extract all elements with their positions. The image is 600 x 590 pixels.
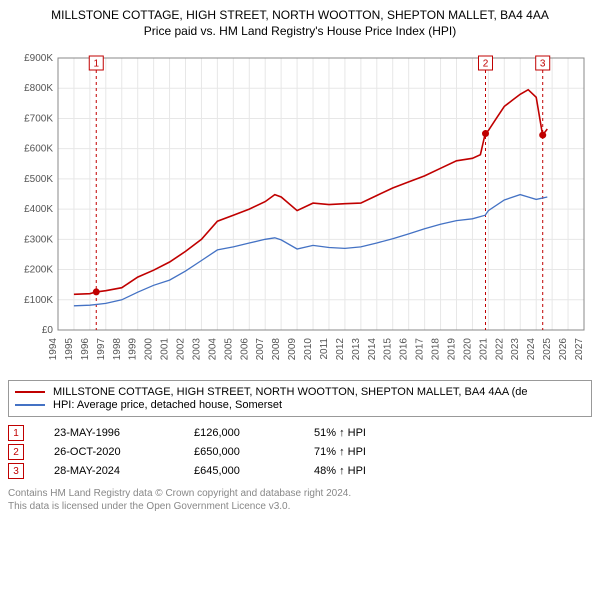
- svg-text:£800K: £800K: [24, 83, 53, 94]
- footer-line2: This data is licensed under the Open Gov…: [8, 500, 592, 513]
- marker-price: £645,000: [194, 465, 284, 477]
- marker-hpi: 48% ↑ HPI: [314, 465, 434, 477]
- svg-text:2026: 2026: [558, 338, 569, 361]
- svg-text:2015: 2015: [383, 338, 394, 361]
- svg-text:£700K: £700K: [24, 113, 53, 124]
- svg-text:2018: 2018: [431, 338, 442, 361]
- svg-text:2022: 2022: [494, 338, 505, 361]
- marker-date: 23-MAY-1996: [54, 427, 164, 439]
- svg-text:2004: 2004: [207, 338, 218, 361]
- svg-text:2: 2: [483, 59, 489, 70]
- legend-label: MILLSTONE COTTAGE, HIGH STREET, NORTH WO…: [53, 386, 528, 398]
- svg-text:2017: 2017: [415, 338, 426, 361]
- svg-text:1994: 1994: [48, 338, 59, 361]
- svg-text:£900K: £900K: [24, 53, 53, 64]
- svg-text:2013: 2013: [351, 338, 362, 361]
- chart-svg: £0 £100K £200K £300K £400K £500K £600K £700K £80…: [8, 44, 592, 374]
- svg-text:1: 1: [93, 59, 99, 70]
- legend-row: HPI: Average price, detached house, Some…: [15, 399, 585, 411]
- svg-text:1999: 1999: [128, 338, 139, 361]
- svg-text:£600K: £600K: [24, 144, 53, 155]
- svg-text:2009: 2009: [287, 338, 298, 361]
- svg-text:2020: 2020: [462, 338, 473, 361]
- marker-badge: 1: [8, 425, 24, 441]
- chart-subtitle: Price paid vs. HM Land Registry's House …: [8, 24, 592, 38]
- marker-price: £650,000: [194, 446, 284, 458]
- svg-text:2008: 2008: [271, 338, 282, 361]
- marker-table: 1 23-MAY-1996 £126,000 51% ↑ HPI 2 26-OCT-202…: [8, 425, 592, 479]
- svg-text:£300K: £300K: [24, 234, 53, 245]
- svg-text:2024: 2024: [526, 338, 537, 361]
- svg-text:£400K: £400K: [24, 204, 53, 215]
- svg-text:2016: 2016: [399, 338, 410, 361]
- chart-area: £0 £100K £200K £300K £400K £500K £600K £700K £80…: [8, 44, 592, 374]
- legend: MILLSTONE COTTAGE, HIGH STREET, NORTH WO…: [8, 380, 592, 417]
- svg-text:2007: 2007: [255, 338, 266, 361]
- svg-text:2005: 2005: [223, 338, 234, 361]
- legend-label: HPI: Average price, detached house, Some…: [53, 399, 282, 411]
- svg-text:2021: 2021: [478, 338, 489, 361]
- svg-text:£0: £0: [42, 325, 54, 336]
- svg-text:2012: 2012: [335, 338, 346, 361]
- svg-text:2002: 2002: [176, 338, 187, 361]
- marker-date: 26-OCT-2020: [54, 446, 164, 458]
- marker-badge: 2: [8, 444, 24, 460]
- svg-text:2025: 2025: [542, 338, 553, 361]
- svg-text:2003: 2003: [191, 338, 202, 361]
- svg-text:1996: 1996: [80, 338, 91, 361]
- svg-text:2011: 2011: [319, 338, 330, 360]
- svg-text:2006: 2006: [239, 338, 250, 361]
- svg-text:1995: 1995: [64, 338, 75, 361]
- svg-text:1998: 1998: [112, 338, 123, 361]
- svg-text:£500K: £500K: [24, 174, 53, 185]
- svg-text:2014: 2014: [367, 338, 378, 361]
- marker-price: £126,000: [194, 427, 284, 439]
- svg-text:1997: 1997: [96, 338, 107, 361]
- svg-text:2027: 2027: [574, 338, 585, 361]
- footer-line1: Contains HM Land Registry data © Crown c…: [8, 487, 592, 500]
- svg-text:2019: 2019: [446, 338, 457, 361]
- marker-row: 1 23-MAY-1996 £126,000 51% ↑ HPI: [8, 425, 592, 441]
- svg-text:3: 3: [540, 59, 546, 70]
- svg-text:2010: 2010: [303, 338, 314, 361]
- legend-swatch: [15, 391, 45, 393]
- svg-text:2000: 2000: [144, 338, 155, 361]
- svg-text:£100K: £100K: [24, 295, 53, 306]
- svg-text:2023: 2023: [510, 338, 521, 361]
- chart-title: MILLSTONE COTTAGE, HIGH STREET, NORTH WO…: [8, 8, 592, 22]
- legend-row: MILLSTONE COTTAGE, HIGH STREET, NORTH WO…: [15, 386, 585, 398]
- marker-date: 28-MAY-2024: [54, 465, 164, 477]
- svg-text:2001: 2001: [160, 338, 171, 361]
- marker-badge: 3: [8, 463, 24, 479]
- footer: Contains HM Land Registry data © Crown c…: [8, 487, 592, 513]
- marker-hpi: 51% ↑ HPI: [314, 427, 434, 439]
- marker-row: 2 26-OCT-2020 £650,000 71% ↑ HPI: [8, 444, 592, 460]
- marker-row: 3 28-MAY-2024 £645,000 48% ↑ HPI: [8, 463, 592, 479]
- marker-hpi: 71% ↑ HPI: [314, 446, 434, 458]
- svg-text:£200K: £200K: [24, 265, 53, 276]
- legend-swatch: [15, 404, 45, 406]
